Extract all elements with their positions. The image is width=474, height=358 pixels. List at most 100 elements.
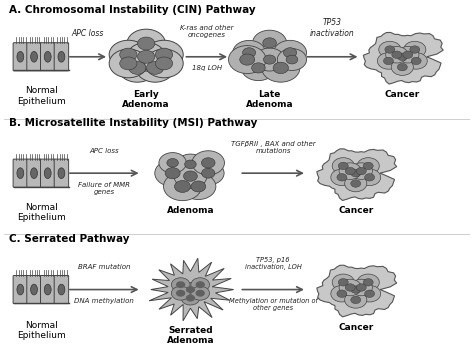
Text: Cancer: Cancer <box>338 323 374 332</box>
Polygon shape <box>317 149 397 200</box>
Circle shape <box>159 153 186 173</box>
Circle shape <box>176 281 185 288</box>
Circle shape <box>120 48 137 61</box>
Circle shape <box>339 163 361 179</box>
Ellipse shape <box>31 284 37 295</box>
Polygon shape <box>317 265 397 317</box>
Circle shape <box>339 279 361 296</box>
Circle shape <box>411 57 421 65</box>
Circle shape <box>155 160 191 187</box>
Circle shape <box>332 158 355 174</box>
Circle shape <box>356 168 366 175</box>
Circle shape <box>397 63 407 71</box>
Circle shape <box>252 63 265 73</box>
Circle shape <box>185 160 196 169</box>
Circle shape <box>350 163 373 179</box>
Text: Normal
Epithelium: Normal Epithelium <box>17 203 66 222</box>
Circle shape <box>176 290 185 297</box>
Circle shape <box>243 48 255 58</box>
FancyBboxPatch shape <box>27 276 41 304</box>
Circle shape <box>345 175 367 192</box>
Ellipse shape <box>17 168 24 179</box>
Circle shape <box>183 171 197 181</box>
Circle shape <box>338 162 348 170</box>
Text: TGFβRII , BAX and other
mutations: TGFβRII , BAX and other mutations <box>231 141 315 154</box>
Circle shape <box>337 290 347 297</box>
Circle shape <box>363 279 373 286</box>
Text: TP53, p16
inactivation, LOH: TP53, p16 inactivation, LOH <box>245 257 301 270</box>
Circle shape <box>273 40 307 65</box>
FancyBboxPatch shape <box>54 159 69 187</box>
Circle shape <box>192 151 225 175</box>
Circle shape <box>192 161 224 185</box>
Circle shape <box>155 57 173 70</box>
FancyBboxPatch shape <box>40 276 55 304</box>
Circle shape <box>391 59 413 76</box>
Ellipse shape <box>31 168 37 179</box>
Circle shape <box>351 286 361 293</box>
FancyBboxPatch shape <box>40 159 55 187</box>
Text: 18q LOH: 18q LOH <box>191 66 222 72</box>
Circle shape <box>262 54 300 82</box>
Circle shape <box>404 41 426 58</box>
Text: Failure of MMR
genes: Failure of MMR genes <box>78 182 130 195</box>
Circle shape <box>351 296 361 304</box>
Ellipse shape <box>17 52 24 62</box>
Circle shape <box>397 47 419 63</box>
Circle shape <box>253 30 287 55</box>
Ellipse shape <box>58 168 65 179</box>
Circle shape <box>145 40 183 69</box>
Text: APC loss: APC loss <box>72 29 104 38</box>
Circle shape <box>385 46 395 53</box>
Circle shape <box>181 282 200 296</box>
Text: Late
Adenoma: Late Adenoma <box>246 90 293 109</box>
Circle shape <box>167 159 178 167</box>
FancyBboxPatch shape <box>13 43 27 71</box>
Circle shape <box>137 37 155 50</box>
Circle shape <box>196 290 205 297</box>
Circle shape <box>241 55 275 81</box>
Circle shape <box>345 281 367 298</box>
Circle shape <box>377 53 400 69</box>
Circle shape <box>191 278 210 292</box>
Circle shape <box>351 169 361 177</box>
Circle shape <box>345 168 355 175</box>
Circle shape <box>403 51 413 58</box>
Circle shape <box>345 284 355 291</box>
Circle shape <box>263 38 276 48</box>
Polygon shape <box>149 258 234 321</box>
Circle shape <box>397 53 407 61</box>
Circle shape <box>228 45 266 73</box>
Circle shape <box>332 274 355 291</box>
Circle shape <box>392 51 402 58</box>
Ellipse shape <box>58 52 65 62</box>
Circle shape <box>201 158 215 168</box>
Circle shape <box>365 290 374 297</box>
Text: Normal
Epithelium: Normal Epithelium <box>17 321 66 340</box>
Circle shape <box>174 180 191 192</box>
Circle shape <box>171 278 190 292</box>
Text: A. Chromosomal Instability (CIN) Pathway: A. Chromosomal Instability (CIN) Pathway <box>9 5 255 15</box>
FancyBboxPatch shape <box>54 276 69 304</box>
Circle shape <box>174 164 207 188</box>
Circle shape <box>136 54 174 82</box>
Circle shape <box>345 292 367 308</box>
Circle shape <box>155 48 173 61</box>
Circle shape <box>186 286 195 293</box>
Text: C. Serrated Pathway: C. Serrated Pathway <box>9 234 129 244</box>
Circle shape <box>240 54 255 65</box>
Text: Early
Adenoma: Early Adenoma <box>122 90 170 109</box>
Circle shape <box>277 49 307 71</box>
Circle shape <box>357 158 379 174</box>
Circle shape <box>171 286 190 300</box>
Circle shape <box>356 284 366 291</box>
Circle shape <box>405 53 427 69</box>
Circle shape <box>127 29 165 58</box>
Circle shape <box>358 285 381 302</box>
Circle shape <box>331 169 353 185</box>
Circle shape <box>379 41 401 58</box>
Circle shape <box>358 169 381 185</box>
FancyBboxPatch shape <box>40 43 55 71</box>
Text: DNA methylation: DNA methylation <box>74 298 134 304</box>
Circle shape <box>338 279 348 286</box>
